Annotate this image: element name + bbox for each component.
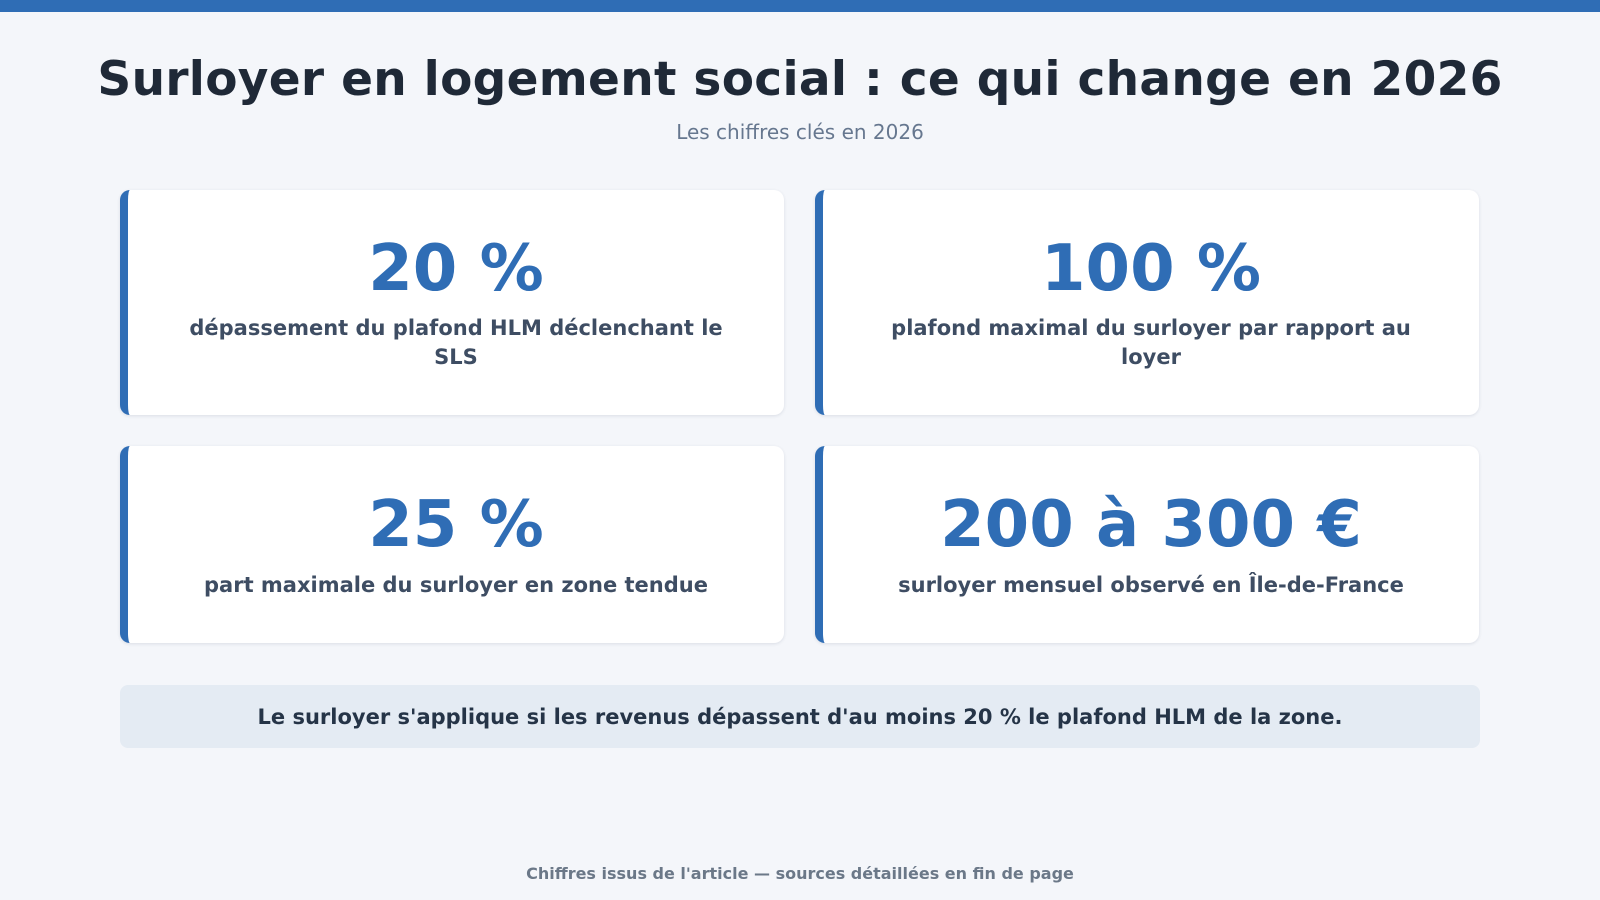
page-subtitle: Les chiffres clés en 2026	[676, 120, 924, 144]
stat-label: plafond maximal du surloyer par rapport …	[891, 316, 1411, 370]
stat-card-idf-monthly: 200 à 300 € surloyer mensuel observé en …	[815, 446, 1479, 643]
stat-card-sls-threshold: 20 % dépassement du plafond HLM déclench…	[120, 190, 784, 415]
page-title: Surloyer en logement social : ce qui cha…	[97, 52, 1503, 107]
stat-label: dépassement du plafond HLM déclenchant l…	[189, 316, 723, 370]
stat-value: 25 %	[368, 488, 544, 563]
stat-value: 200 à 300 €	[940, 488, 1362, 563]
stat-label: surloyer mensuel observé en Île-de-Franc…	[898, 572, 1404, 597]
info-note: Le surloyer s'applique si les revenus dé…	[120, 685, 1480, 748]
stat-label: part maximale du surloyer en zone tendue	[204, 572, 708, 597]
stat-value: 100 %	[1041, 231, 1261, 306]
stat-value: 20 %	[368, 231, 544, 306]
stat-card-tense-zone-share: 25 % part maximale du surloyer en zone t…	[120, 446, 784, 643]
top-accent-bar	[0, 0, 1600, 12]
stat-card-max-ceiling: 100 % plafond maximal du surloyer par ra…	[815, 190, 1479, 415]
footer-source-note: Chiffres issus de l'article — sources dé…	[526, 864, 1074, 883]
